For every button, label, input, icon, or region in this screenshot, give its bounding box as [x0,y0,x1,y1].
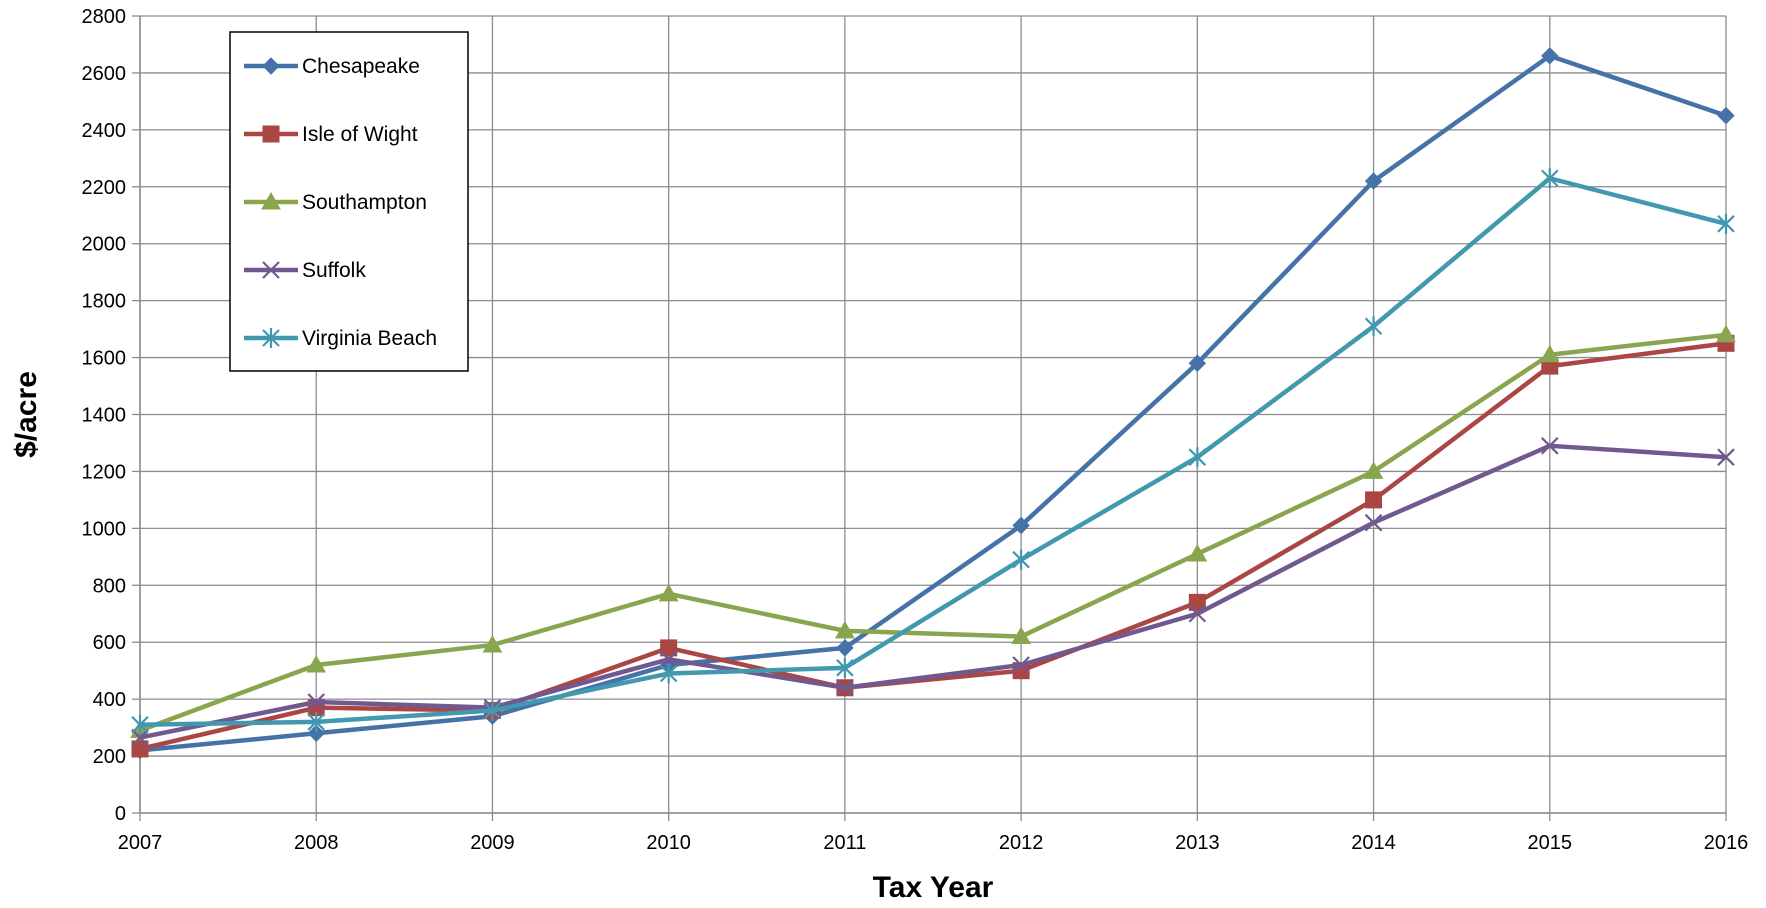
legend-label: Isle of Wight [302,123,418,146]
data-point [1011,626,1031,645]
data-point [836,678,854,697]
legend: Chesapeake Isle of Wight Southampton Suffol… [229,31,469,372]
legend-label: Suffolk [302,259,366,282]
data-point [659,663,678,684]
x-tick-label: 2009 [470,832,515,854]
x-tick-label: 2014 [1351,832,1396,854]
y-tick-label: 2400 [82,120,127,142]
y-tick-label: 1800 [82,291,127,313]
data-point [1717,106,1735,125]
x-axis-title: Tax Year [873,871,994,904]
legend-item: Virginia Beach [244,327,437,350]
x-tick-label: 2010 [646,832,691,854]
legend-item: Chesapeake [244,55,420,78]
y-tick-label: 200 [93,746,126,768]
data-point [659,650,678,669]
series [130,47,1736,760]
legend-item: Suffolk [244,259,366,282]
data-point [1188,354,1207,372]
data-point [836,639,854,657]
y-tick-label: 2800 [82,6,127,28]
data-point [1188,447,1207,468]
legend-item: Southampton [244,191,427,214]
y-tick-label: 2600 [82,63,127,85]
data-point [1012,656,1030,674]
legend-marker [262,125,280,143]
data-point [1364,172,1383,190]
y-tick-label: 1400 [82,405,127,427]
x-tick-label: 2012 [999,832,1044,854]
data-point [307,693,326,711]
data-point [660,639,678,657]
x-tick-label: 2015 [1528,832,1573,854]
data-point [1365,491,1383,509]
data-point [835,620,855,639]
y-tick-label: 800 [93,575,126,597]
data-point [1187,543,1208,562]
legend-label: Virginia Beach [302,327,437,350]
data-point [1541,168,1559,189]
data-point [131,714,149,735]
data-point [131,740,149,758]
data-point [306,654,327,673]
data-point [1364,513,1383,532]
y-tick-label: 2000 [82,234,127,256]
data-point [1012,549,1030,570]
series-line-chesapeake [139,53,1727,753]
y-tick-label: 600 [93,632,126,654]
series-line-suffolk [139,443,1727,740]
series-line-southampton [139,332,1727,733]
y-tick-label: 1600 [82,348,127,370]
data-point [1716,324,1736,343]
axes [132,15,1727,821]
legend-marker [262,261,280,279]
data-point [1539,344,1560,363]
x-tick-label: 2007 [118,832,163,854]
series-virginia-beach [131,168,1735,735]
y-tick-label: 1000 [82,518,127,540]
data-point [131,728,149,747]
y-tick-label: 2200 [82,177,127,199]
data-point [1363,461,1384,479]
data-point [1541,47,1559,65]
data-point [1188,604,1207,623]
x-tick-label: 2013 [1175,832,1220,854]
data-point [1012,516,1030,535]
data-point [482,635,503,653]
data-point [1717,213,1735,234]
legend-item: Isle of Wight [244,123,418,146]
legend-label: Chesapeake [302,55,420,78]
legend-label: Southampton [302,191,427,214]
legend-marker [262,328,280,348]
series-line-isle-of-wight [139,341,1727,752]
y-tick-label: 1200 [82,461,127,483]
x-tick-label: 2008 [294,832,339,854]
y-tick-label: 400 [93,689,126,711]
x-tick-label: 2016 [1704,832,1749,854]
tick-labels: 0 200 400 600 800 1000 1200 1400 1600 1800 2000 220… [82,6,1749,854]
y-axis-title: $/acre [10,371,43,458]
data-point [483,700,502,721]
legend-marker [262,57,280,75]
data-point [658,583,679,602]
data-point [1188,593,1206,611]
data-point [1541,437,1559,455]
series-line-virginia-beach [139,175,1727,728]
data-point [307,724,325,743]
x-tick-label: 2011 [823,832,866,854]
data-point [836,657,854,678]
legend-marker [261,191,281,210]
series-isle-of-wight [131,334,1735,758]
y-tick-label: 0 [115,803,126,825]
data-point [1364,316,1383,337]
data-point [307,711,326,732]
data-point [1717,448,1735,466]
